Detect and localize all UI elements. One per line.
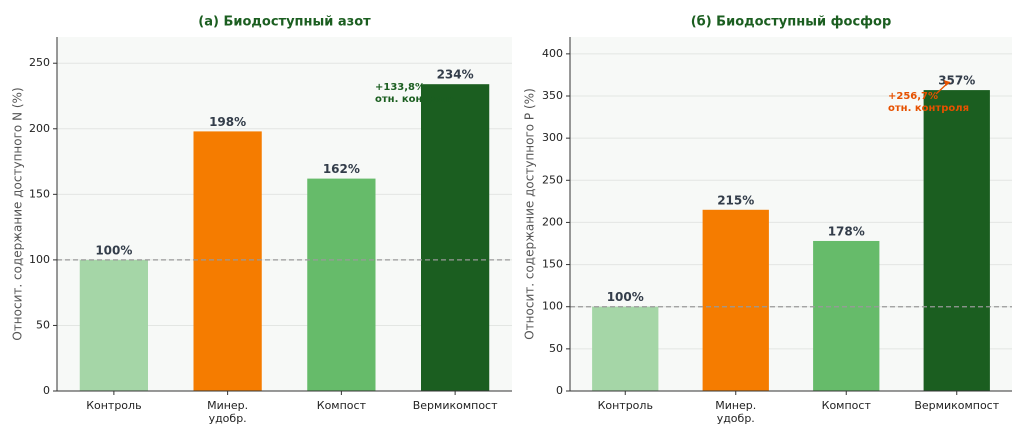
y-tick-label: 400: [542, 47, 563, 60]
annotation: +133,8% отн. контроля: [375, 82, 456, 105]
bar: [193, 131, 262, 391]
bar: [592, 306, 659, 391]
value-label: 234%: [437, 68, 474, 82]
y-tick-label: 200: [29, 122, 50, 135]
y-tick-label: 100: [542, 300, 563, 313]
y-tick-label: 350: [542, 89, 563, 102]
x-tick-label: Контроль: [86, 399, 141, 412]
y-axis-label: Относит. содержание доступного P (%): [523, 88, 537, 340]
bar: [923, 90, 990, 391]
annotation: +256,7% отн. контроля: [888, 91, 969, 114]
bar: [307, 178, 376, 391]
y-axis-label: Относит. содержание доступного N (%): [11, 87, 25, 340]
y-tick-label: 0: [556, 384, 563, 397]
bar: [813, 240, 880, 391]
bar: [702, 209, 769, 391]
x-tick-label: Контроль: [598, 399, 653, 412]
y-tick-label: 200: [542, 215, 563, 228]
y-tick-label: 100: [29, 253, 50, 266]
x-tick-label: Вермикомпост: [914, 399, 999, 412]
arrow-head: [943, 80, 951, 87]
value-label: 100%: [607, 290, 644, 304]
y-tick-label: 150: [29, 187, 50, 200]
y-tick-label: 0: [43, 384, 50, 397]
y-tick-label: 250: [29, 56, 50, 69]
value-label: 198%: [209, 115, 246, 129]
x-tick-label: Компост: [317, 399, 367, 412]
chart-title: (а) Биодоступный азот: [198, 15, 371, 30]
value-label: 162%: [323, 162, 360, 176]
chart-title: (б) Биодоступный фосфор: [691, 15, 892, 30]
y-tick-label: 50: [549, 342, 563, 355]
y-tick-label: 150: [542, 258, 563, 271]
y-tick-label: 250: [542, 173, 563, 186]
y-tick-label: 300: [542, 131, 563, 144]
value-label: 178%: [828, 224, 865, 238]
value-label: 215%: [717, 193, 754, 207]
x-tick-label: Минер. удобр.: [207, 399, 248, 425]
x-tick-label: Минер. удобр.: [715, 399, 756, 425]
bar: [79, 259, 148, 391]
value-label: 100%: [95, 243, 132, 257]
x-tick-label: Вермикомпост: [413, 399, 498, 412]
x-tick-label: Компост: [822, 399, 872, 412]
bar: [421, 84, 490, 391]
y-tick-label: 50: [36, 318, 50, 331]
value-label: 357%: [938, 74, 975, 88]
